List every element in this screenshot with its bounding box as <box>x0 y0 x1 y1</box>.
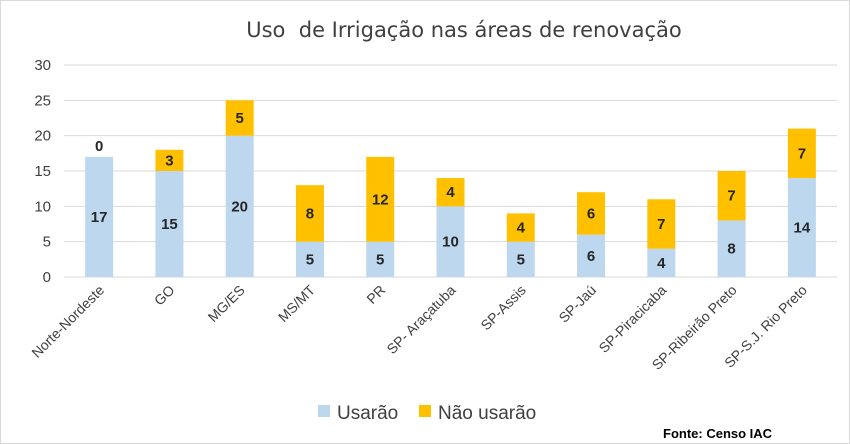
source-note: Fonte: Censo IAC <box>663 426 773 441</box>
data-label-nao-usarao-sp-jau: 6 <box>587 205 595 222</box>
x-tick-sp-piracicaba: SP-Piracicaba <box>595 282 669 356</box>
x-tick-sp-assis: SP-Assis <box>477 282 528 333</box>
data-label-nao-usarao-go: 3 <box>165 152 173 169</box>
data-label-nao-usarao-sp-piracicaba: 7 <box>657 216 665 233</box>
bar-usarao-sp-aracatuba <box>436 206 465 277</box>
bar-nao-usarao-sp-jau <box>577 192 606 235</box>
legend-label-usarao: Usarão <box>337 403 398 424</box>
y-tick-10: 10 <box>34 198 51 215</box>
x-tick-ms-mt: MS/MT <box>275 281 319 325</box>
data-label-usarao-ms-mt: 5 <box>306 251 314 268</box>
bar-usarao-sp-ribeirao-preto <box>717 220 746 277</box>
data-label-usarao-sp-aracatuba: 10 <box>442 234 459 251</box>
bar-nao-usarao-sp-aracatuba <box>436 178 465 207</box>
y-tick-15: 15 <box>34 163 51 180</box>
chart-title: Uso de Irrigação nas áreas de renovação <box>246 18 681 42</box>
data-label-nao-usarao-mg-es: 5 <box>236 110 244 127</box>
x-tick-pr: PR <box>363 282 388 307</box>
bar-nao-usarao-pr <box>366 156 395 242</box>
bar-nao-usarao-ms-mt <box>295 185 324 242</box>
x-tick-sp-jau: SP-Jaú <box>555 282 599 326</box>
bar-usarao-sp-s-j-rio-preto <box>787 178 816 277</box>
data-label-usarao-mg-es: 20 <box>231 198 248 215</box>
data-label-usarao-sp-jau: 6 <box>587 248 595 265</box>
x-tick-sp-aracatuba: SP- Araçatuba <box>383 282 458 357</box>
legend-swatch-usarao <box>318 405 330 417</box>
y-tick-30: 30 <box>34 57 51 74</box>
bar-usarao-norte-nordeste <box>85 156 114 277</box>
data-label-nao-usarao-sp-s-j-rio-preto: 7 <box>798 145 806 162</box>
data-label-nao-usarao-sp-aracatuba: 4 <box>446 184 455 201</box>
data-label-usarao-sp-s-j-rio-preto: 14 <box>794 220 811 237</box>
legend: Usarão Não usarão <box>318 403 536 424</box>
bar-usarao-go <box>155 171 184 277</box>
bar-nao-usarao-sp-piracicaba <box>647 199 676 249</box>
data-label-usarao-sp-piracicaba: 4 <box>657 255 666 272</box>
bars <box>85 100 816 277</box>
legend-swatch-nao-usarao <box>419 405 431 417</box>
y-tick-25: 25 <box>34 92 51 109</box>
y-tick-0: 0 <box>43 269 51 286</box>
legend-label-nao-usarao: Não usarão <box>438 403 536 424</box>
data-labels: 17 0 15 3 20 5 5 8 5 12 10 4 5 4 6 6 4 7 8 7 14 7 <box>91 110 811 272</box>
bar-nao-usarao-go <box>155 149 184 171</box>
bar-usarao-pr <box>366 241 395 277</box>
data-label-nao-usarao-pr: 12 <box>372 191 389 208</box>
data-label-usarao-go: 15 <box>161 216 178 233</box>
data-label-nao-usarao-sp-ribeirao-preto: 7 <box>727 188 735 205</box>
bar-usarao-mg-es <box>225 135 254 277</box>
x-tick-norte-nordeste: Norte-Nordeste <box>28 282 107 361</box>
y-axis-ticks: 0 5 10 15 20 25 30 <box>34 57 51 286</box>
data-label-usarao-sp-assis: 5 <box>517 251 525 268</box>
y-tick-5: 5 <box>43 234 51 251</box>
y-tick-20: 20 <box>34 128 51 145</box>
x-tick-mg-es: MG/ES <box>205 282 248 325</box>
bar-usarao-sp-piracicaba <box>647 248 676 277</box>
data-label-usarao-norte-nordeste: 17 <box>91 209 108 226</box>
bar-nao-usarao-sp-assis <box>506 213 535 242</box>
bar-nao-usarao-mg-es <box>225 100 254 136</box>
x-tick-go: GO <box>151 282 178 309</box>
bar-usarao-sp-assis <box>506 241 535 277</box>
data-label-nao-usarao-sp-assis: 4 <box>517 220 526 237</box>
data-label-usarao-pr: 5 <box>376 251 384 268</box>
bar-nao-usarao-sp-ribeirao-preto <box>717 171 746 221</box>
data-label-nao-usarao-ms-mt: 8 <box>306 205 314 222</box>
data-label-nao-usarao-norte-nordeste: 0 <box>95 138 103 155</box>
bar-nao-usarao-sp-s-j-rio-preto <box>787 128 816 179</box>
bar-usarao-sp-jau <box>577 234 606 277</box>
bar-usarao-ms-mt <box>295 241 324 277</box>
data-label-usarao-sp-ribeirao-preto: 8 <box>727 241 735 258</box>
